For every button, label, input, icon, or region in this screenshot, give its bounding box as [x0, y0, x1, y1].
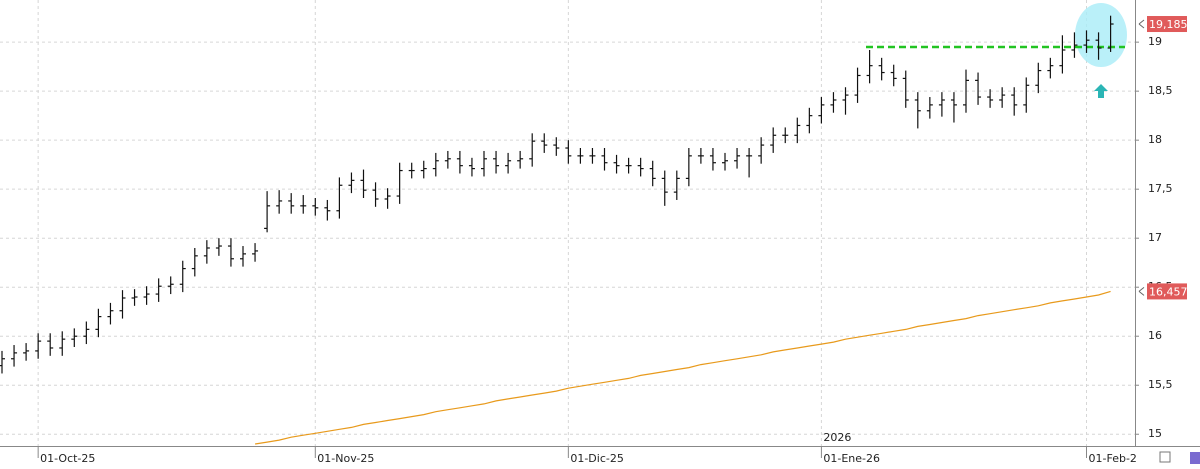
y-tick-label: 18,5 [1148, 84, 1173, 97]
x-tick-label: 01-Ene-26 [823, 452, 880, 465]
price-label-box [1147, 16, 1187, 33]
price-label: 19,185 [1149, 18, 1188, 31]
price-label-box [1147, 283, 1187, 300]
y-tick-label: 18 [1148, 133, 1162, 146]
toolbar-icons [1159, 451, 1200, 464]
y-tick-label: 16 [1148, 329, 1162, 342]
x-tick-label: 01-Nov-25 [317, 452, 374, 465]
signal-arrow [1094, 84, 1108, 98]
y-tick-label: 17 [1148, 231, 1162, 244]
x-tick-label: 01-Feb-2 [1089, 452, 1137, 465]
year-label: 2026 [823, 431, 851, 444]
y-tick-label: 19 [1148, 35, 1162, 48]
moving-average-line [255, 290, 1111, 445]
x-tick-label: 01-Dic-25 [570, 452, 624, 465]
price-label: 16,457 [1149, 285, 1188, 298]
x-tick-label: 01-Oct-25 [40, 452, 95, 465]
y-tick-label: 17,5 [1148, 182, 1173, 195]
y-tick-label: 15,5 [1148, 378, 1173, 391]
price-pointer [1138, 287, 1145, 296]
tool-icon[interactable] [1159, 451, 1171, 463]
tool-icon[interactable] [1190, 452, 1200, 464]
price-pointer [1138, 19, 1145, 29]
highlight-ellipse [1075, 3, 1127, 67]
y-tick-label: 15 [1148, 427, 1162, 440]
